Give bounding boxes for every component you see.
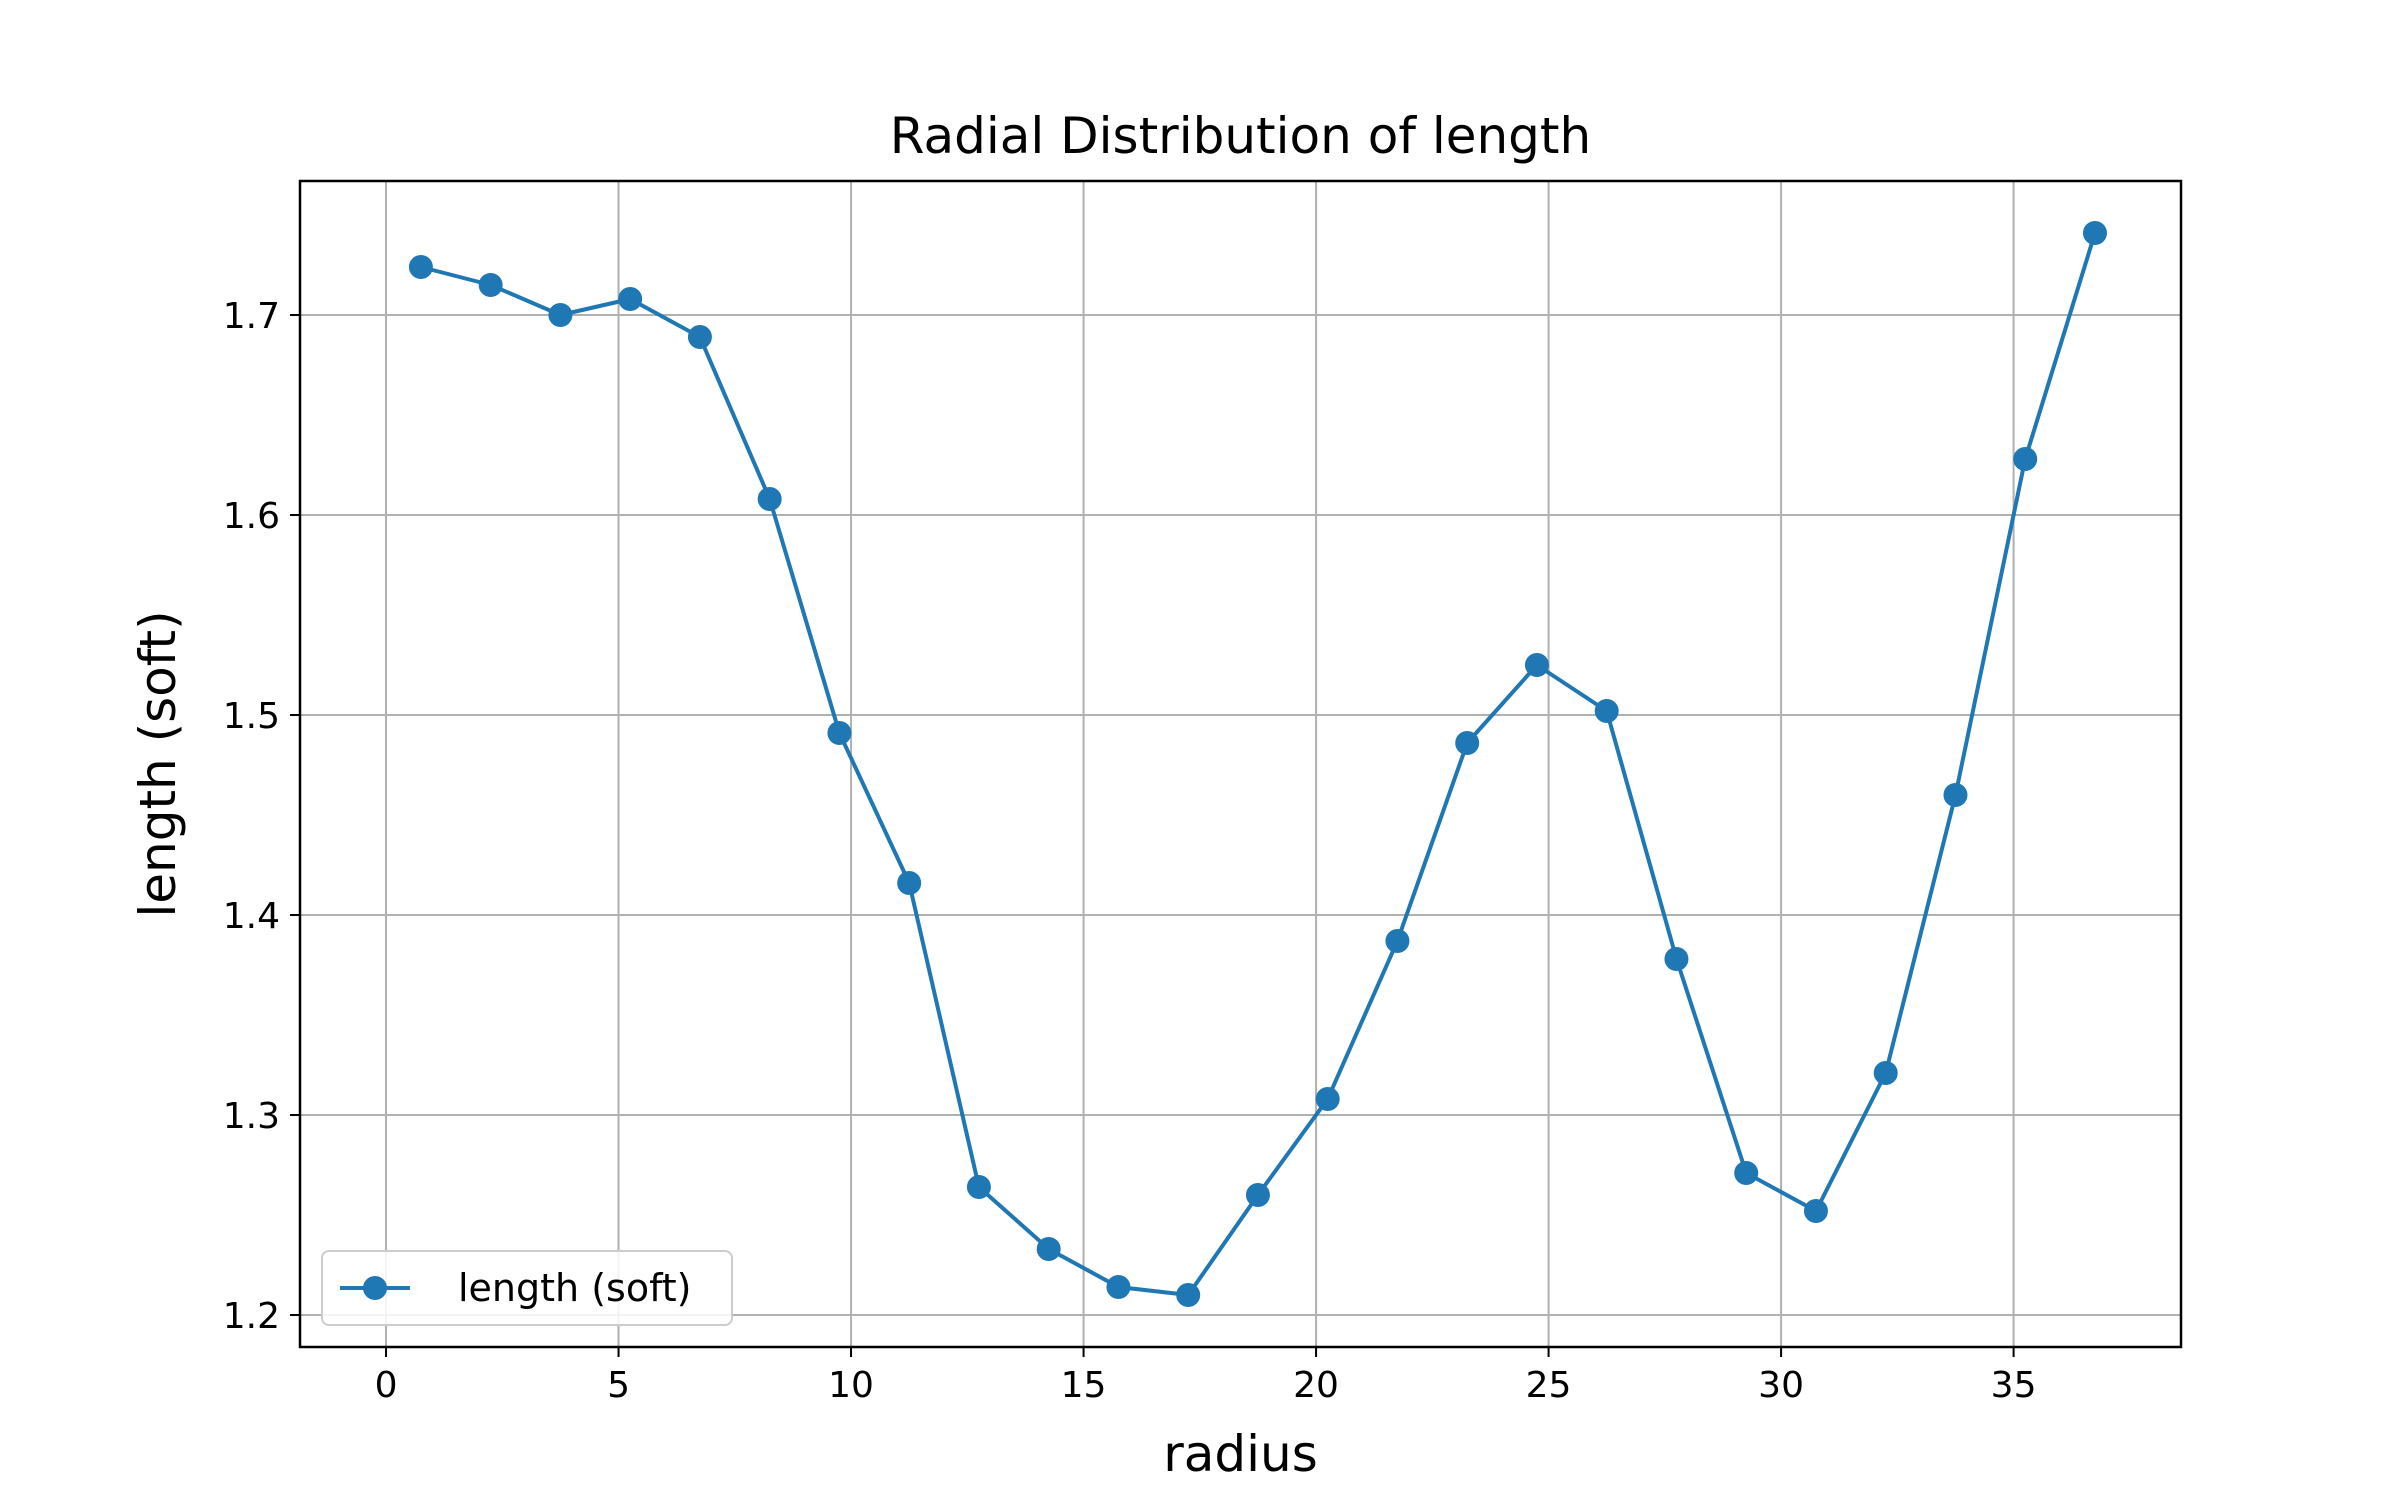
y-axis-label: length (soft) xyxy=(129,610,187,917)
data-point xyxy=(1245,1183,1270,1207)
x-tick-label: 5 xyxy=(607,1365,630,1406)
x-tick-label: 10 xyxy=(828,1365,874,1406)
y-tick-label: 1.6 xyxy=(223,496,280,537)
data-point xyxy=(478,273,503,297)
data-point xyxy=(757,487,782,511)
data-point xyxy=(897,871,922,895)
series-layer xyxy=(408,221,2107,1307)
x-tick-label: 30 xyxy=(1758,1365,1804,1406)
y-tick-label: 1.3 xyxy=(223,1096,280,1137)
x-tick-label: 15 xyxy=(1061,1365,1107,1406)
data-point xyxy=(1734,1161,1759,1185)
data-point xyxy=(827,721,852,745)
data-point xyxy=(1106,1275,1131,1299)
x-axis-label: radius xyxy=(1163,1425,1318,1483)
axis-ticks: 0 5 10 15 20 25 30 35 1.2 1.3 1.4 1.5 1.6 1.7 xyxy=(223,296,2037,1406)
data-point xyxy=(1943,783,1968,807)
y-tick-label: 1.7 xyxy=(223,296,280,337)
data-point xyxy=(1455,731,1480,755)
y-tick-label: 1.4 xyxy=(223,896,280,937)
data-point xyxy=(1873,1061,1898,1085)
data-point xyxy=(548,303,573,327)
data-point xyxy=(1594,699,1619,723)
data-point xyxy=(687,325,712,349)
data-point xyxy=(1664,947,1689,971)
y-tick-label: 1.2 xyxy=(223,1296,280,1337)
x-tick-label: 0 xyxy=(375,1365,398,1406)
data-point xyxy=(2082,221,2107,245)
data-point xyxy=(1315,1087,1340,1111)
data-point xyxy=(1176,1283,1201,1307)
data-point xyxy=(618,287,643,311)
plot-frame xyxy=(298,179,2183,1349)
data-point xyxy=(408,255,433,279)
legend: length (soft) xyxy=(321,1250,733,1326)
legend-marker-sample xyxy=(363,1276,387,1300)
data-point xyxy=(2013,447,2038,471)
chart-title: Radial Distribution of length xyxy=(890,107,1591,165)
x-tick-label: 35 xyxy=(1991,1365,2037,1406)
data-point xyxy=(1803,1199,1828,1223)
data-point xyxy=(966,1175,991,1199)
y-tick-label: 1.5 xyxy=(223,696,280,737)
data-point xyxy=(1524,653,1549,677)
data-point xyxy=(1036,1237,1061,1261)
x-tick-label: 20 xyxy=(1293,1365,1339,1406)
legend-box xyxy=(321,1250,733,1326)
data-point xyxy=(1385,929,1410,953)
legend-label: length (soft) xyxy=(458,1266,692,1310)
x-tick-label: 25 xyxy=(1526,1365,1572,1406)
